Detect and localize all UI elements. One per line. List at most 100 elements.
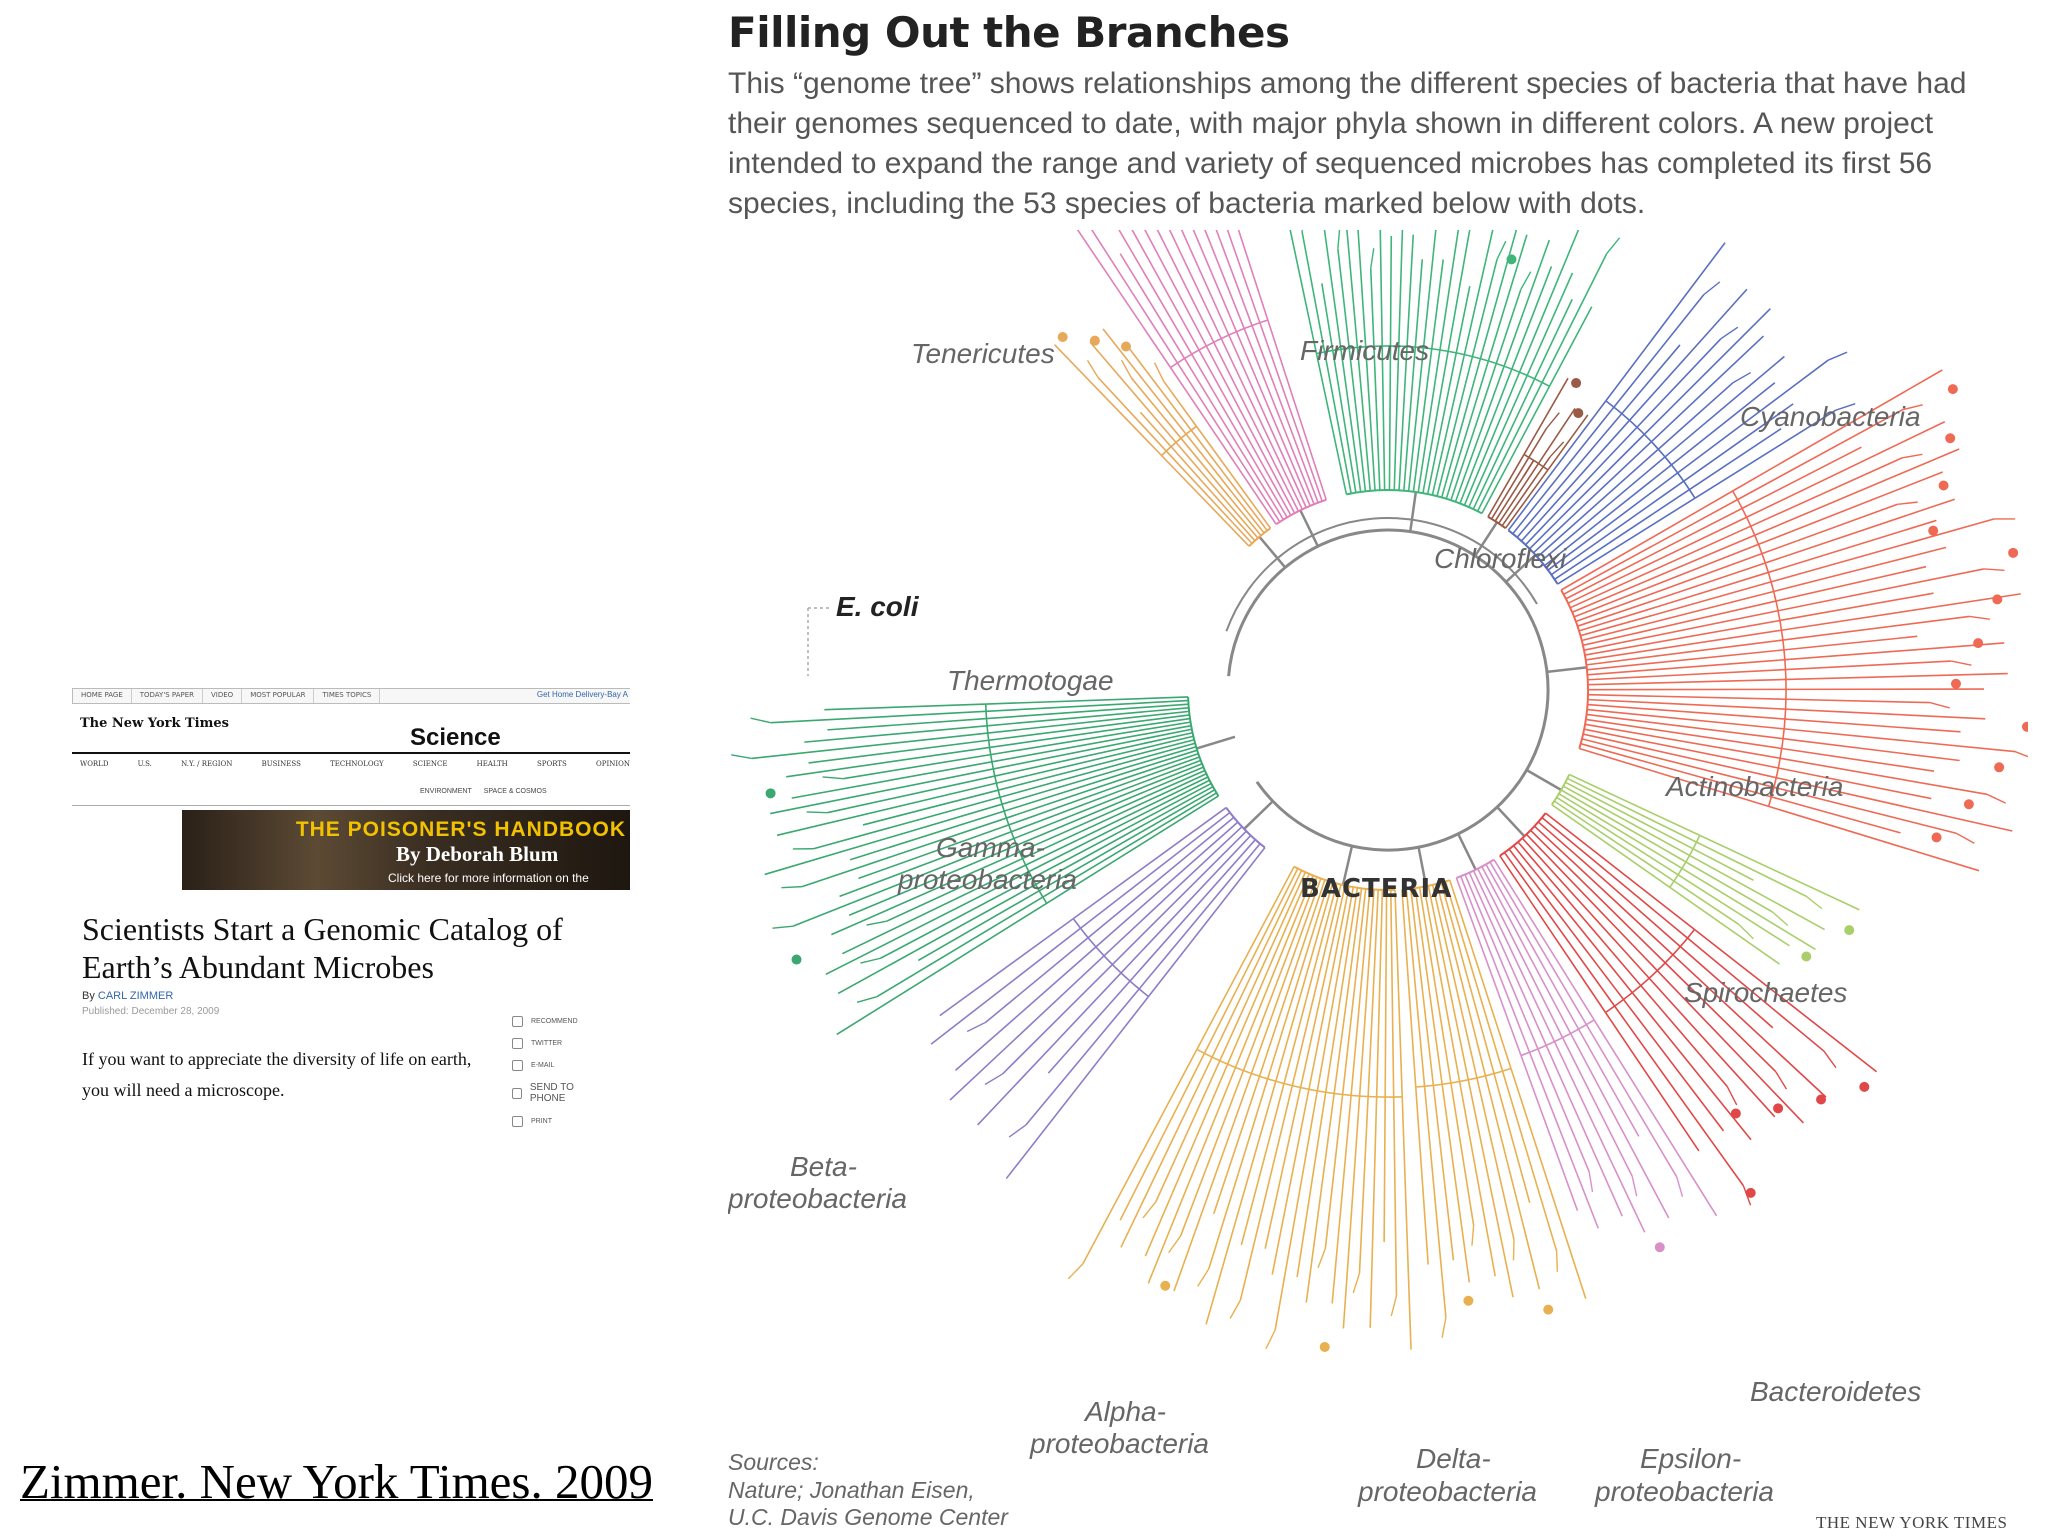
leaf-branch (1650, 335, 1765, 443)
top-nav-item[interactable]: TODAY'S PAPER (132, 689, 203, 703)
leaf-branch (1090, 230, 1179, 364)
byline-author-link[interactable]: CARL ZIMMER (97, 990, 174, 1002)
leaf-twig (860, 957, 881, 964)
leaf-branch (886, 857, 1023, 922)
branch-segment (1235, 331, 1311, 507)
branch-segment (1553, 800, 1675, 882)
print-button[interactable]: PRINT (512, 1110, 602, 1128)
clade-stem (1505, 553, 1537, 583)
leaf-branch (1687, 937, 1825, 1052)
clade-arc (1401, 879, 1451, 891)
section-nav-item[interactable]: SCIENCE (412, 760, 448, 768)
leaf-branch (1640, 985, 1728, 1088)
branch-segment (1450, 363, 1498, 501)
leaf-branch (1585, 1024, 1678, 1178)
clade-sub-arc (1605, 929, 1696, 1014)
leaf-twig (1726, 1086, 1738, 1106)
branch-segment (1016, 766, 1204, 846)
top-nav-item[interactable]: VIDEO (203, 689, 243, 703)
leaf-branch (985, 937, 1089, 1024)
phylum-label-epsilon: Epsilon- (1640, 1443, 1741, 1474)
section-nav-item[interactable]: HEALTH (476, 760, 508, 768)
species-dot (1319, 1341, 1330, 1352)
clade-sub-arc (1415, 1067, 1512, 1088)
leaf-branch (977, 972, 1122, 1126)
leaf-branch (1147, 1067, 1237, 1284)
species-dot (1506, 254, 1517, 265)
twitter-button[interactable]: TWITTER (512, 1032, 602, 1054)
leaf-branch (1047, 980, 1131, 1074)
leaf-branch (1750, 457, 1903, 527)
branch-segment (1455, 877, 1522, 1056)
branch-segment (997, 739, 1195, 791)
branch-segment (1587, 698, 1786, 710)
top-nav-item[interactable]: HOME PAGE (73, 689, 132, 703)
nyt-logo[interactable]: The New York Times (80, 716, 229, 731)
leaf-branch (1301, 231, 1326, 353)
branch-segment (1476, 382, 1543, 512)
leaf-branch (1737, 409, 1903, 501)
branch-segment (1544, 464, 1672, 567)
leaf-branch (1785, 660, 1952, 671)
send-to-phone-button[interactable]: SEND TO PHONE (512, 1076, 602, 1110)
leaf-branch (1139, 411, 1172, 448)
section-nav-item[interactable]: BUSINESS (261, 760, 301, 768)
leaf-twig (1265, 1329, 1276, 1350)
branch-segment (994, 731, 1193, 777)
leaf-branch (1358, 1096, 1369, 1274)
leaf-branch (842, 864, 1026, 955)
leaf-branch (770, 768, 994, 815)
top-nav-item[interactable]: MOST POPULAR (242, 689, 315, 703)
top-nav-item[interactable]: TIMES TOPICS (314, 689, 381, 703)
section-nav-item[interactable]: OPINION (596, 760, 630, 768)
leaf-branch (1119, 253, 1186, 359)
branch-segment (986, 699, 1189, 713)
branch-segment (1501, 466, 1544, 527)
branch-segment (1072, 806, 1227, 920)
leaf-branch (1528, 427, 1548, 458)
section-nav-item[interactable]: SPORTS (536, 760, 567, 768)
leaf-branch (1613, 1005, 1745, 1187)
leaf-branch (1025, 988, 1140, 1126)
bacteria-root-label: BACTERIA (1300, 874, 1452, 904)
leaf-branch (1463, 230, 1494, 355)
section-nav-item[interactable]: WORLD (80, 760, 109, 768)
branch-segment (1477, 868, 1564, 1038)
section-nav-item[interactable]: N.Y. / REGION (181, 760, 233, 768)
ad-cta[interactable]: Click here for more information on the (388, 871, 589, 885)
leaf-twig (1897, 501, 1918, 506)
branch-segment (1394, 889, 1404, 1097)
recommend-button[interactable]: RECOMMEND (512, 1010, 602, 1032)
phylum-label-actinobacteria: Actinobacteria (1664, 771, 1843, 802)
branch-segment (1242, 876, 1318, 1071)
book-ad-banner[interactable]: THE POISONER'S HANDBOOK By Deborah Blum … (182, 810, 630, 890)
branch-segment (1454, 365, 1505, 503)
branch-segment (1031, 782, 1212, 879)
leaf-twig (781, 885, 803, 889)
clade-firmicutes (1289, 230, 1621, 532)
section-nav-item[interactable]: TECHNOLOGY (330, 760, 384, 768)
section-nav-item[interactable]: U.S. (137, 760, 152, 768)
leaf-branch (1192, 230, 1238, 333)
sub-nav-item[interactable]: SPACE & COSMOS (483, 788, 547, 795)
species-dot (1057, 332, 1068, 343)
branch-segment (1001, 745, 1197, 805)
leaf-branch (1476, 1077, 1515, 1240)
branch-segment (1524, 426, 1638, 546)
leaf-branch (917, 890, 1040, 962)
leaf-branch (1205, 1081, 1277, 1325)
email-button[interactable]: E-MAIL (512, 1054, 602, 1076)
leaf-branch (1467, 1079, 1514, 1298)
branch-segment (1006, 752, 1199, 819)
home-delivery-link[interactable]: Get Home Delivery-Bay A (536, 690, 628, 699)
leaf-twig (1549, 441, 1565, 458)
leaf-branch (1628, 288, 1748, 421)
citation[interactable]: Zimmer. New York Times. 2009 (20, 1454, 654, 1509)
sub-nav-item[interactable]: ENVIRONMENT (420, 788, 472, 795)
branch-segment (1445, 360, 1490, 499)
sub-nav: ENVIRONMENT SPACE & COSMOS (420, 788, 547, 795)
leaf-branch (751, 732, 988, 760)
species-dot (1938, 480, 1949, 491)
branch-segment (1213, 341, 1300, 512)
branch-segment (1520, 419, 1631, 542)
